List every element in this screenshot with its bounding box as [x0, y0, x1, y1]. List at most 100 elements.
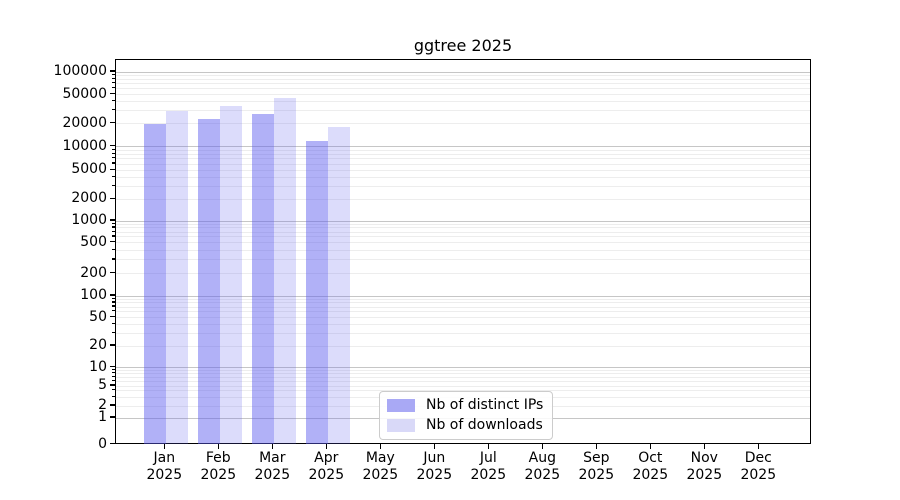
minor-gridline — [116, 332, 810, 334]
minor-gridline — [116, 323, 810, 325]
x-tick-month: Feb — [205, 450, 231, 466]
minor-gridline — [116, 306, 810, 308]
major-gridline — [116, 367, 810, 369]
minor-gridline — [116, 198, 810, 200]
y-tick-label: 2000 — [71, 190, 107, 207]
y-tick-mark — [110, 168, 115, 170]
x-tick-year: 2025 — [470, 467, 507, 483]
y-tick-label: 5000 — [71, 161, 107, 178]
x-tick-year: 2025 — [524, 467, 561, 483]
minor-gridline — [116, 380, 810, 382]
minor-gridline — [116, 185, 810, 187]
x-tick-mark — [595, 444, 597, 449]
y-tick-mark — [110, 344, 115, 346]
y-tick-label: 100 — [80, 287, 107, 303]
plot-area — [115, 59, 811, 444]
y-minor-tick-mark — [112, 184, 115, 187]
x-tick-label: Dec 2025 — [728, 450, 788, 484]
x-tick-month: Jul — [479, 450, 497, 466]
y-tick-label: 0 — [98, 435, 107, 452]
minor-gridline — [116, 78, 810, 80]
bar-mar-downloads — [274, 98, 297, 444]
y-tick-mark — [110, 121, 115, 124]
y-minor-tick-mark — [112, 248, 115, 250]
chart-title: ggtree 2025 — [413, 36, 513, 55]
y-tick-label: 100000 — [53, 63, 107, 79]
minor-gridline — [116, 176, 810, 178]
y-minor-tick-mark — [112, 379, 115, 381]
legend-item-distinct-ips: Nb of distinct IPs — [387, 398, 543, 413]
y-tick-label: 10 — [89, 358, 107, 375]
x-tick-year: 2025 — [416, 467, 453, 483]
x-tick-month: Apr — [314, 450, 339, 466]
y-tick-mark — [110, 92, 115, 95]
bar-mar-distinct-ips — [252, 114, 275, 444]
x-tick-label: Feb 2025 — [188, 450, 248, 484]
y-minor-tick-mark — [112, 86, 115, 89]
bar-apr-downloads — [328, 126, 351, 444]
y-minor-tick-mark — [112, 375, 115, 377]
y-minor-tick-mark — [112, 175, 115, 177]
minor-gridline — [116, 385, 810, 387]
x-tick-year: 2025 — [362, 467, 399, 483]
minor-gridline — [116, 242, 810, 244]
x-tick-month: Jun — [423, 450, 446, 466]
bar-jan-distinct-ips — [144, 124, 167, 444]
x-tick-month: Jan — [153, 450, 176, 466]
y-minor-tick-mark — [112, 77, 115, 79]
y-minor-tick-mark — [112, 258, 115, 260]
y-tick-label: 2 — [98, 397, 107, 413]
minor-gridline — [116, 223, 810, 225]
x-tick-mark — [487, 444, 489, 449]
y-minor-tick-mark — [112, 322, 115, 325]
minor-gridline — [116, 259, 810, 261]
x-tick-label: Jan 2025 — [134, 450, 194, 484]
x-tick-mark — [163, 444, 165, 449]
y-tick-label: 500 — [80, 233, 107, 250]
y-tick-label: 10000 — [62, 137, 107, 154]
minor-gridline — [116, 169, 810, 171]
legend-label-downloads: Nb of downloads — [426, 417, 543, 433]
minor-gridline — [116, 311, 810, 313]
y-minor-tick-mark — [112, 162, 115, 164]
x-tick-year: 2025 — [146, 467, 183, 483]
y-tick-label: 200 — [80, 264, 107, 281]
bar-feb-distinct-ips — [198, 119, 221, 444]
x-tick-year: 2025 — [740, 467, 777, 483]
x-tick-label: Nov 2025 — [674, 450, 734, 484]
x-tick-mark — [325, 444, 327, 449]
x-tick-label: Jun 2025 — [404, 450, 464, 484]
minor-gridline — [116, 376, 810, 378]
minor-gridline — [116, 373, 810, 375]
bar-apr-distinct-ips — [306, 141, 329, 444]
y-tick-mark — [110, 315, 115, 318]
minor-gridline — [116, 345, 810, 347]
minor-gridline — [116, 153, 810, 155]
x-tick-mark — [703, 444, 705, 449]
minor-gridline — [116, 83, 810, 85]
minor-gridline — [116, 369, 810, 371]
x-tick-month: Mar — [259, 450, 286, 466]
y-minor-tick-mark — [112, 152, 115, 154]
bar-feb-downloads — [220, 105, 243, 444]
minor-gridline — [116, 249, 810, 251]
y-minor-tick-mark — [112, 331, 115, 333]
x-tick-year: 2025 — [254, 467, 291, 483]
minor-gridline — [116, 298, 810, 300]
y-tick-mark — [110, 144, 115, 147]
legend-swatch-distinct-ips — [387, 399, 415, 412]
x-tick-month: May — [365, 450, 395, 466]
x-tick-mark — [649, 444, 651, 449]
y-minor-tick-mark — [112, 235, 115, 237]
y-tick-label: 20000 — [62, 114, 107, 131]
x-tick-label: May 2025 — [350, 450, 410, 484]
x-tick-month: Sep — [583, 450, 610, 466]
y-minor-tick-mark — [112, 81, 115, 84]
minor-gridline — [116, 110, 810, 112]
x-tick-year: 2025 — [632, 467, 669, 483]
x-tick-label: Jul 2025 — [458, 450, 518, 484]
y-tick-label: 50000 — [62, 85, 107, 102]
y-tick-mark — [110, 241, 115, 243]
minor-gridline — [116, 101, 810, 103]
x-tick-mark — [271, 444, 273, 449]
